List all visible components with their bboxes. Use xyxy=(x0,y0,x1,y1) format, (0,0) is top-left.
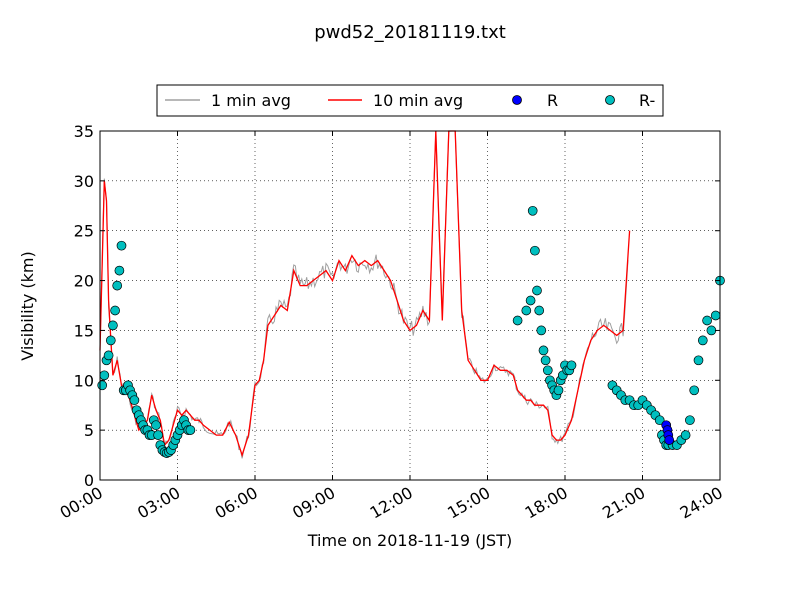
r-minus-point xyxy=(566,360,577,371)
legend: 1 min avg 10 min avg R R- xyxy=(156,84,664,117)
r-minus-point xyxy=(105,335,116,346)
x-tick-label: 24:00 xyxy=(677,483,726,523)
legend-label-1min: 1 min avg xyxy=(211,91,291,110)
chart-title: pwd52_20181119.txt xyxy=(314,22,506,43)
legend-frame xyxy=(156,84,664,117)
r-minus-point xyxy=(153,430,163,440)
x-tick-label: 18:00 xyxy=(522,483,571,523)
y-tick-label: 15 xyxy=(74,321,94,340)
r-minus-point xyxy=(697,335,708,346)
series-10min xyxy=(99,130,631,458)
r-minus-point xyxy=(108,320,118,331)
y-tick-label: 5 xyxy=(84,421,94,440)
r-minus-point xyxy=(710,310,721,321)
y-tick-label: 0 xyxy=(84,471,94,490)
x-tick-label: 06:00 xyxy=(212,483,261,523)
r-minus-point xyxy=(685,415,695,426)
x-tick-label: 03:00 xyxy=(134,483,183,523)
r-minus-point xyxy=(702,315,712,326)
r-minus-point xyxy=(689,385,700,396)
legend-marker-r-minus xyxy=(605,95,615,105)
y-tick-label: 10 xyxy=(74,371,94,390)
x-axis-label: Time on 2018-11-19 (JST) xyxy=(307,531,512,550)
y-tick-label: 35 xyxy=(74,122,94,141)
plot-area xyxy=(97,130,725,481)
x-tick-label: 00:00 xyxy=(57,483,106,523)
r-minus-point xyxy=(542,365,553,376)
r-minus-point xyxy=(525,295,536,306)
x-tick-label: 09:00 xyxy=(289,483,338,523)
grid xyxy=(100,131,720,480)
r-minus-point xyxy=(151,420,161,431)
x-tick-label: 12:00 xyxy=(367,483,416,523)
series-10min-line xyxy=(99,130,631,458)
x-tick-label: 21:00 xyxy=(599,483,648,523)
legend-label-10min: 10 min avg xyxy=(373,91,463,110)
series-1min xyxy=(99,130,629,459)
r-minus-point xyxy=(693,355,704,366)
r-minus-point xyxy=(553,385,564,396)
r-minus-point xyxy=(114,265,125,276)
y-tick-label: 20 xyxy=(74,272,94,291)
r-minus-point xyxy=(97,380,108,391)
y-tick-label: 25 xyxy=(74,222,94,241)
r-minus-point xyxy=(512,315,523,326)
legend-label-r: R xyxy=(547,91,558,110)
r-point xyxy=(664,435,675,445)
r-minus-point xyxy=(103,350,114,361)
r-minus-point xyxy=(129,395,140,406)
legend-label-r-minus: R- xyxy=(639,91,655,110)
r-minus-point xyxy=(680,430,691,440)
r-minus-point xyxy=(538,345,549,356)
series-1min-line xyxy=(99,130,629,459)
r-minus-point xyxy=(110,305,120,316)
legend-marker-r xyxy=(512,95,522,105)
r-minus-point xyxy=(116,240,127,251)
r-minus-point xyxy=(532,285,542,296)
series-r-minus xyxy=(97,205,725,458)
r-minus-point xyxy=(99,370,110,381)
x-tick-label: 15:00 xyxy=(444,483,493,523)
r-minus-point xyxy=(534,305,545,316)
y-axis-label: Visibility (km) xyxy=(18,251,37,360)
r-minus-point xyxy=(521,305,532,316)
r-minus-point xyxy=(540,355,551,366)
x-axis: 00:00 03:00 06:00 09:00 12:00 15:00 18:00 21:00… xyxy=(57,131,726,523)
r-minus-point xyxy=(527,205,538,216)
r-minus-point xyxy=(706,325,717,336)
r-minus-point xyxy=(536,325,547,336)
y-axis: 0 5 10 15 20 25 30 35 xyxy=(74,122,720,490)
series-r xyxy=(661,420,675,445)
r-minus-point xyxy=(654,415,665,426)
r-minus-point xyxy=(112,280,123,291)
y-tick-label: 30 xyxy=(74,172,94,191)
r-minus-point xyxy=(185,425,196,435)
r-minus-point xyxy=(530,245,540,256)
